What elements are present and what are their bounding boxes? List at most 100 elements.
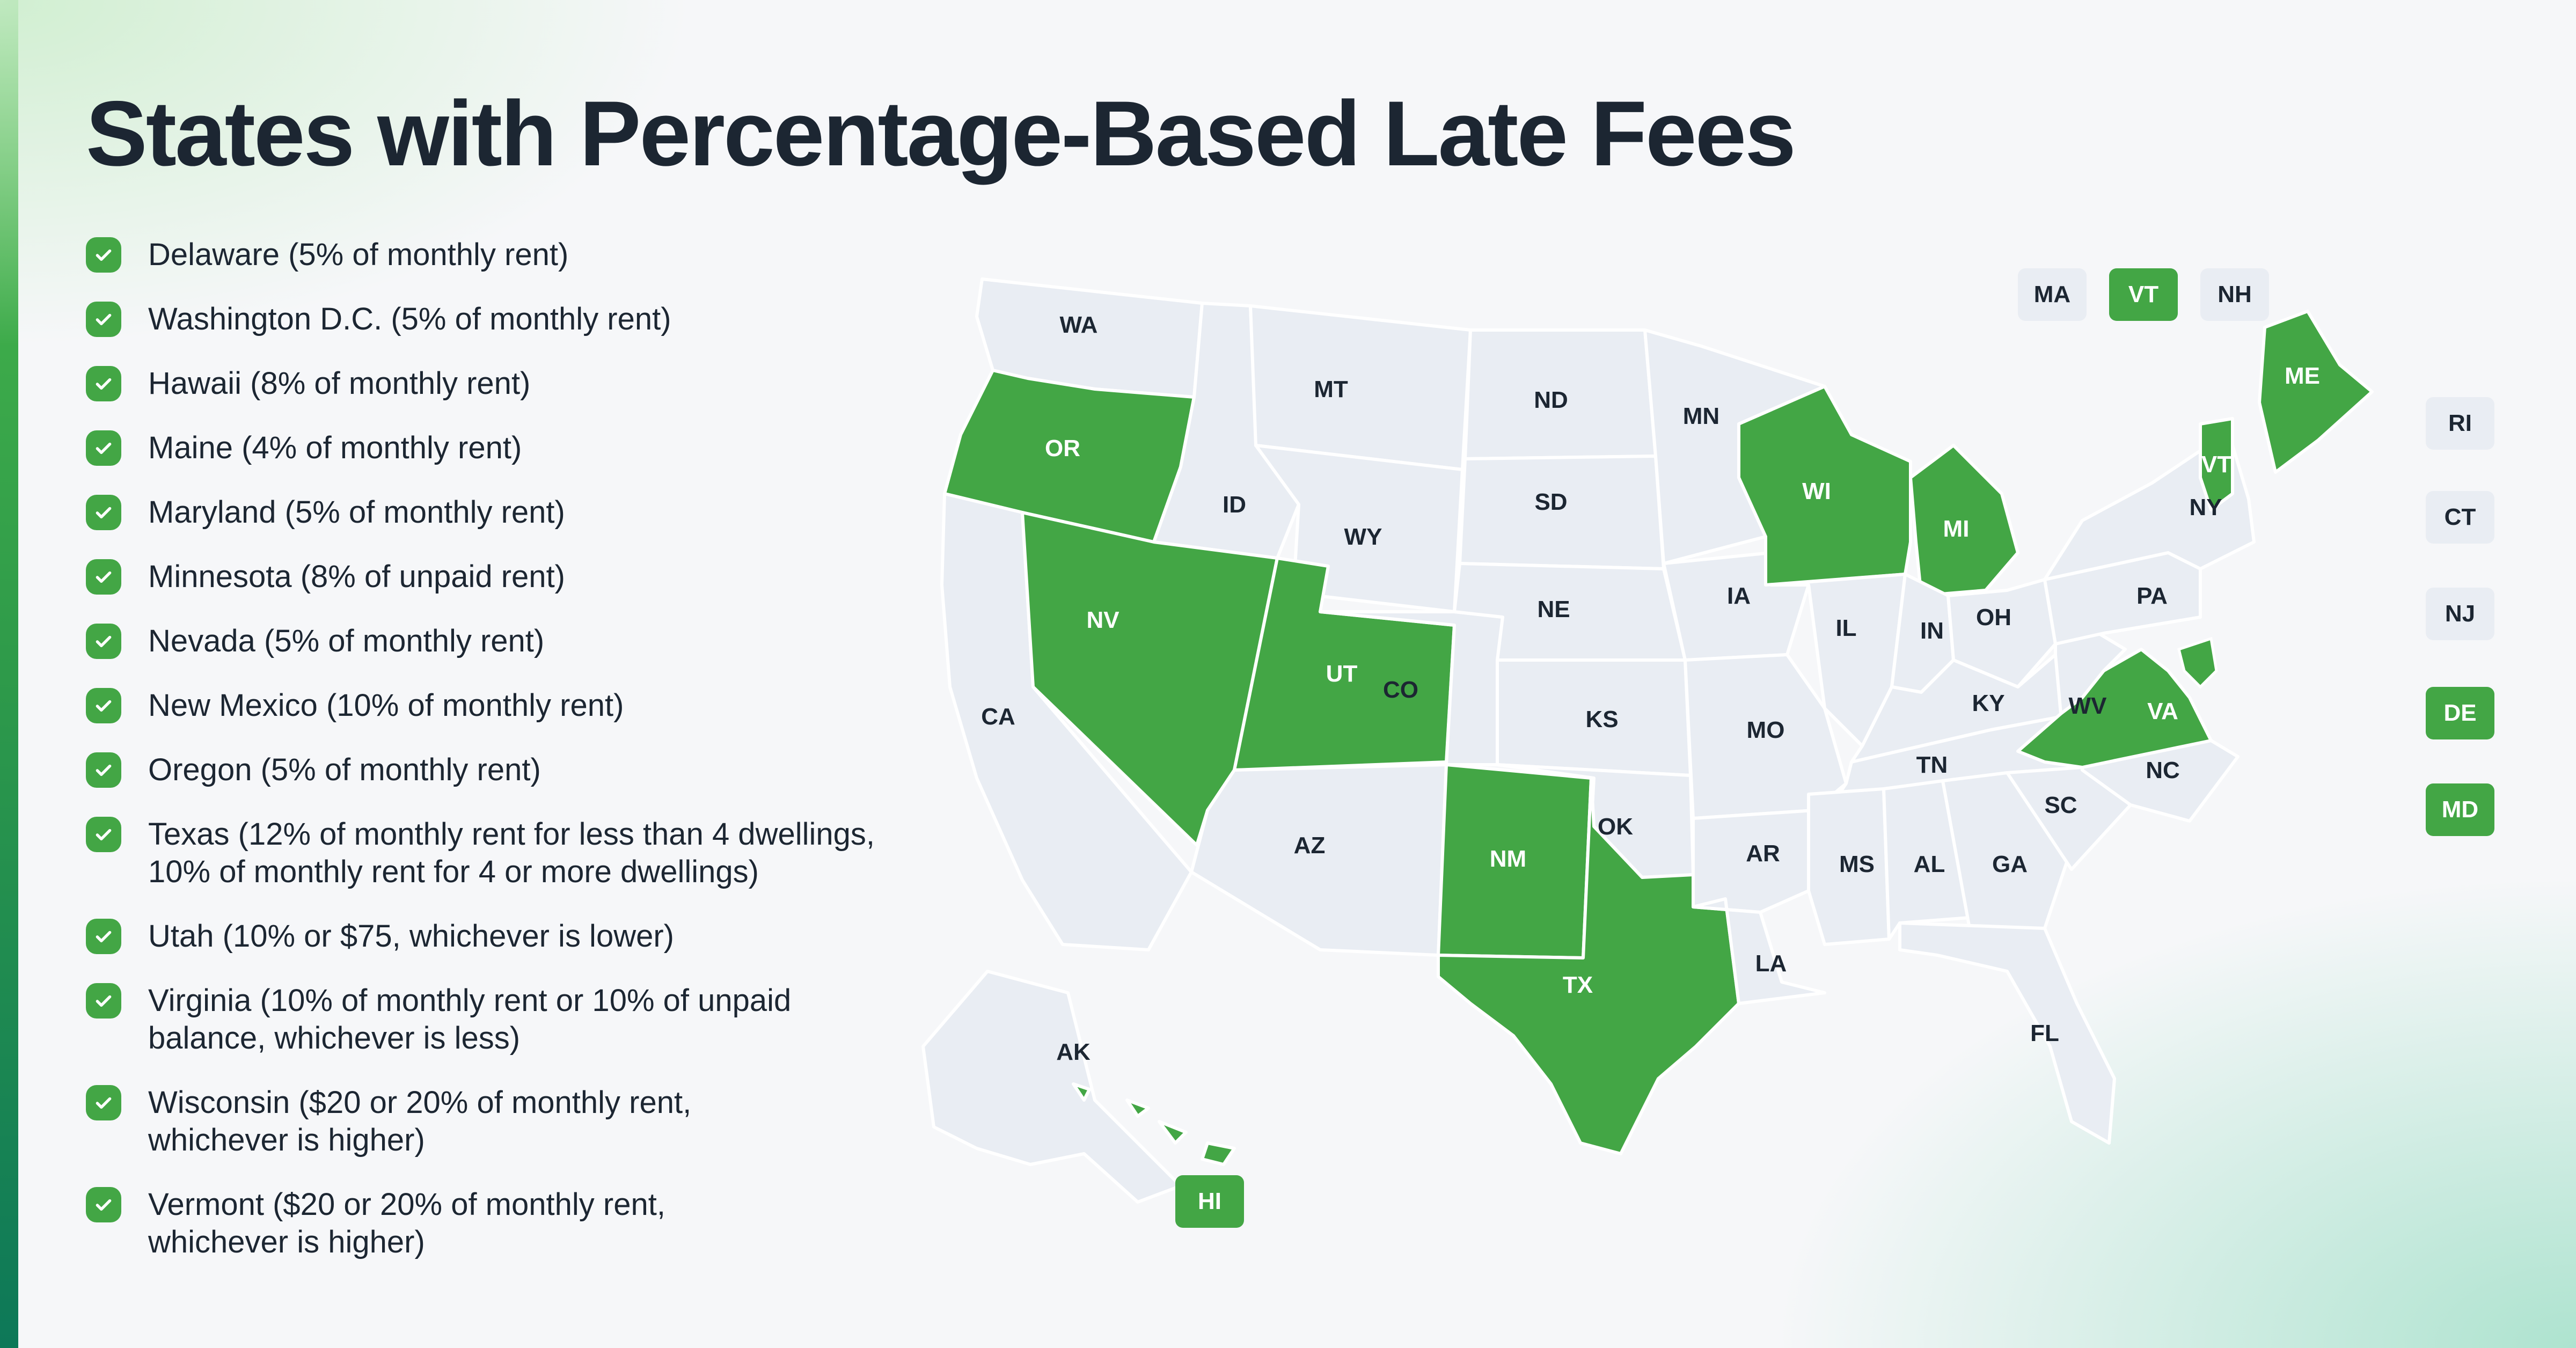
state-label-nv: NV (1086, 607, 1119, 633)
check-icon-glyph (96, 829, 112, 840)
state-mt (1249, 304, 1472, 471)
state-label-va: VA (2147, 698, 2178, 724)
state-label-il: IL (1835, 615, 1856, 641)
check-icon (86, 495, 121, 530)
check-icon-glyph (96, 442, 112, 454)
late-fee-text: Vermont ($20 or 20% of monthly rent, whi… (148, 1187, 665, 1259)
check-icon-glyph (96, 995, 112, 1007)
state-wv (2054, 632, 2127, 715)
check-icon (86, 366, 121, 401)
state-de-md-shape (2177, 636, 2218, 689)
state-tag-ri: RI (2426, 397, 2494, 450)
state-label-mn: MN (1683, 403, 1719, 429)
late-fee-text: Oregon (5% of monthly rent) (148, 752, 541, 787)
state-label-la: LA (1755, 950, 1787, 977)
state-tag-hi: HI (1175, 1175, 1244, 1228)
check-icon (86, 624, 121, 659)
state-label-ms: MS (1839, 851, 1875, 877)
state-tag-ct: CT (2426, 491, 2494, 544)
late-fee-item: Vermont ($20 or 20% of monthly rent, whi… (86, 1186, 977, 1261)
state-label-wy: WY (1344, 524, 1382, 550)
state-wi (1737, 385, 1912, 587)
late-fee-text: New Mexico (10% of monthly rent) (148, 688, 624, 723)
state-label-ky: KY (1972, 690, 2004, 716)
late-fee-list: Delaware (5% of monthly rent) Washington … (86, 236, 977, 1288)
state-label-me: ME (2285, 363, 2320, 389)
late-fee-item: Maine (4% of monthly rent) (86, 429, 977, 467)
check-icon-glyph (96, 764, 112, 776)
state-fl (1898, 921, 2116, 1145)
state-label-tn: TN (1916, 752, 1948, 778)
state-ak (921, 970, 1182, 1204)
state-label-nd: ND (1534, 387, 1568, 413)
state-tag-nh: NH (2200, 268, 2269, 321)
check-icon-glyph (96, 700, 112, 712)
page-title: States with Percentage-Based Late Fees (86, 82, 1796, 185)
check-icon (86, 919, 121, 954)
late-fee-item: Maryland (5% of monthly rent) (86, 494, 977, 531)
check-icon-glyph (96, 378, 112, 390)
state-label-mt: MT (1314, 376, 1348, 402)
late-fee-text: Virginia (10% of monthly rent or 10% of … (148, 983, 792, 1056)
state-label-wa: WA (1060, 312, 1098, 338)
late-fee-item: Oregon (5% of monthly rent) (86, 751, 977, 789)
state-tag-ma: MA (2018, 268, 2087, 321)
check-icon (86, 817, 121, 852)
us-map-svg: WA OR CA ID NV MT WY UT AZ CO NM ND SD NE KS OK TX MN IA MO… (921, 277, 2374, 1204)
late-fee-text: Nevada (5% of monthly rent) (148, 624, 545, 658)
late-fee-item: Virginia (10% of monthly rent or 10% of … (86, 982, 977, 1057)
state-label-ks: KS (1585, 706, 1618, 732)
late-fee-text: Maryland (5% of monthly rent) (148, 495, 565, 530)
check-icon-glyph (96, 1199, 112, 1211)
late-fee-text: Delaware (5% of monthly rent) (148, 237, 569, 272)
state-label-ak: AK (1056, 1039, 1091, 1065)
state-label-ut: UT (1326, 661, 1358, 687)
state-label-pa: PA (2136, 583, 2168, 609)
state-mi (1909, 444, 2019, 597)
state-tag-vt: VT (2109, 268, 2178, 321)
late-fee-text: Utah (10% or $75, whichever is lower) (148, 919, 674, 954)
check-icon (86, 1187, 121, 1222)
state-label-in: IN (1920, 618, 1944, 644)
check-icon-glyph (96, 249, 112, 261)
state-label-id: ID (1223, 492, 1246, 518)
check-icon (86, 430, 121, 466)
state-label-ar: AR (1746, 840, 1780, 867)
check-icon (86, 1085, 121, 1120)
check-icon-glyph (96, 1097, 112, 1109)
late-fee-item: Minnesota (8% of unpaid rent) (86, 558, 977, 596)
state-al (1882, 779, 1971, 941)
accent-side-bar (0, 0, 18, 1348)
check-icon (86, 752, 121, 788)
late-fee-item: Texas (12% of monthly rent for less than… (86, 816, 977, 891)
state-label-tx: TX (1563, 972, 1593, 998)
check-icon (86, 688, 121, 723)
state-label-nm: NM (1490, 846, 1526, 872)
check-icon-glyph (96, 507, 112, 518)
state-label-vt: VT (2201, 451, 2231, 478)
late-fee-item: Hawaii (8% of monthly rent) (86, 365, 977, 402)
late-fee-text: Wisconsin ($20 or 20% of monthly rent, w… (148, 1085, 692, 1157)
late-fee-item: Wisconsin ($20 or 20% of monthly rent, w… (86, 1084, 977, 1159)
state-label-wv: WV (2069, 693, 2107, 719)
state-label-nc: NC (2146, 757, 2180, 783)
late-fee-text: Hawaii (8% of monthly rent) (148, 366, 531, 401)
state-ms (1807, 787, 1891, 946)
state-la (1692, 897, 1826, 1005)
state-label-sc: SC (2044, 792, 2077, 818)
state-hi (1072, 1082, 1236, 1166)
state-label-al: AL (1914, 851, 1945, 877)
late-fee-item: New Mexico (10% of monthly rent) (86, 687, 977, 724)
state-label-ca: CA (981, 704, 1015, 730)
state-label-ia: IA (1727, 583, 1751, 609)
state-tag-md: MD (2426, 783, 2494, 836)
check-icon (86, 983, 121, 1019)
late-fee-item: Delaware (5% of monthly rent) (86, 236, 977, 274)
late-fee-item: Utah (10% or $75, whichever is lower) (86, 918, 977, 955)
state-label-wi: WI (1802, 478, 1831, 504)
state-label-ok: OK (1598, 814, 1633, 840)
state-label-co: CO (1383, 677, 1418, 703)
state-label-ga: GA (1992, 851, 2028, 877)
state-label-mo: MO (1747, 717, 1785, 743)
state-label-ny: NY (2189, 494, 2222, 521)
